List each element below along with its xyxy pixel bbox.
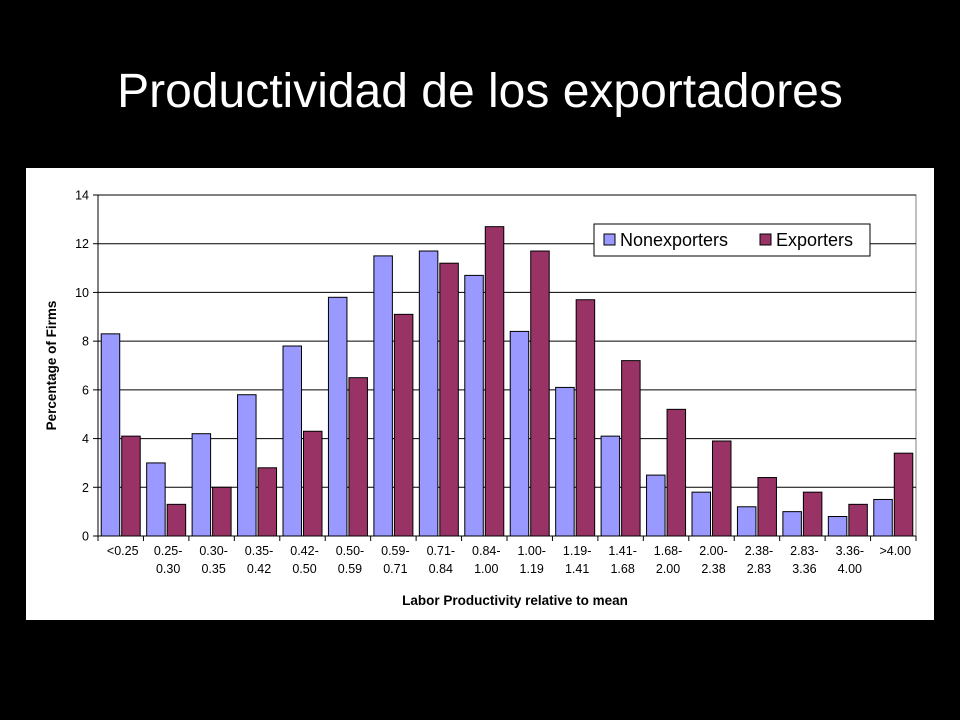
- chart-panel: 0 2 4 6 8 10 12 14 <0.25 0.25- 0.30 0.30- 0.35 0.35- 0…: [26, 168, 934, 620]
- x-tick-label: 4.00: [838, 562, 862, 576]
- bar-exporters: [621, 360, 641, 537]
- legend-swatch-exporters: [759, 233, 772, 246]
- x-tick-label: 0.50-: [336, 544, 365, 558]
- x-tick-label: 3.36-: [836, 544, 865, 558]
- legend: Nonexporters Exporters: [593, 223, 871, 257]
- bar-chart: 0 2 4 6 8 10 12 14 <0.25 0.25- 0.30 0.30- 0.35 0.35- 0…: [44, 189, 917, 608]
- slide-title: Productividad de los exportadores: [117, 65, 843, 118]
- tick-labels: 0 2 4 6 8 10 12 14 <0.25 0.25- 0.30 0.30- 0.35 0.35- 0…: [75, 189, 911, 577]
- bar-exporters: [257, 467, 278, 537]
- x-tick-label: 0.30: [156, 562, 180, 576]
- x-tick-label: >4.00: [879, 544, 911, 558]
- bar-exporters: [439, 262, 459, 537]
- bar-nonexporters: [873, 498, 893, 537]
- bar-exporters: [212, 486, 232, 537]
- bar-nonexporters: [827, 516, 848, 537]
- x-tick-label: 2.83: [747, 562, 771, 576]
- y-tick-label: 10: [75, 286, 89, 300]
- y-tick-label: 2: [82, 481, 89, 495]
- x-tick-label: 0.35-: [245, 544, 274, 558]
- bar-exporters: [712, 440, 732, 537]
- bar-exporters: [757, 477, 777, 537]
- bar-exporters: [393, 313, 414, 537]
- bar-nonexporters: [100, 333, 121, 537]
- y-tick-label: 12: [75, 237, 89, 251]
- x-tick-label: 0.59-: [381, 544, 410, 558]
- x-tick-label: 3.36: [792, 562, 816, 576]
- y-tick-label: 0: [82, 530, 89, 544]
- x-tick-label: 0.71-: [427, 544, 456, 558]
- x-tick-label: <0.25: [107, 544, 139, 558]
- x-tick-label: 1.00-: [517, 544, 546, 558]
- bar-nonexporters: [782, 511, 802, 537]
- bar-exporters: [530, 250, 550, 537]
- x-tick-label: 2.00-: [699, 544, 728, 558]
- bar-exporters: [666, 408, 687, 537]
- y-tick-label: 14: [75, 189, 89, 203]
- bar-exporters: [575, 299, 596, 537]
- legend-swatch-nonexporters: [603, 233, 616, 246]
- x-tick-label: 0.84: [429, 562, 453, 576]
- bar-nonexporters: [555, 386, 575, 537]
- bar-nonexporters: [736, 506, 757, 537]
- bar-exporters: [166, 503, 187, 537]
- x-tick-label: 0.84-: [472, 544, 501, 558]
- bar-nonexporters: [373, 255, 393, 537]
- bar-nonexporters: [327, 296, 348, 537]
- x-tick-label: 2.83-: [790, 544, 819, 558]
- y-axis-title: Percentage of Firms: [44, 301, 59, 431]
- axes: [93, 194, 917, 541]
- x-tick-label: 1.00: [474, 562, 498, 576]
- legend-label-exporters: Exporters: [776, 230, 853, 250]
- x-tick-label: 2.38: [701, 562, 725, 576]
- x-tick-label: 0.42: [247, 562, 271, 576]
- bar-exporters: [348, 377, 368, 537]
- bar-exporters: [802, 491, 823, 537]
- legend-label-nonexporters: Nonexporters: [620, 230, 728, 250]
- bar-nonexporters: [146, 462, 166, 537]
- x-tick-label: 2.00: [656, 562, 680, 576]
- bar-nonexporters: [237, 394, 257, 537]
- bar-exporters: [303, 430, 323, 537]
- bar-nonexporters: [282, 345, 302, 537]
- bar-exporters: [893, 452, 914, 537]
- bar-nonexporters: [509, 330, 530, 537]
- bar-nonexporters: [418, 250, 439, 537]
- bar-nonexporters: [464, 274, 484, 537]
- bar-nonexporters: [691, 491, 711, 537]
- x-tick-label: 1.68-: [654, 544, 683, 558]
- x-tick-label: 0.35: [201, 562, 225, 576]
- x-tick-label: 2.38-: [745, 544, 774, 558]
- x-tick-label: 1.41: [565, 562, 589, 576]
- bar-exporters: [121, 435, 141, 537]
- y-tick-label: 8: [82, 335, 89, 349]
- legend-box: [593, 223, 871, 257]
- x-tick-label: 0.30-: [199, 544, 228, 558]
- x-tick-label: 1.19-: [563, 544, 592, 558]
- bar-exporters: [484, 226, 505, 537]
- y-tick-label: 6: [82, 383, 89, 397]
- x-tick-label: 0.59: [338, 562, 362, 576]
- x-tick-label: 1.41-: [608, 544, 637, 558]
- bar-exporters: [848, 503, 868, 537]
- x-tick-label: 0.50: [292, 562, 316, 576]
- x-axis-title: Labor Productivity relative to mean: [402, 593, 628, 608]
- x-tick-label: 0.42-: [290, 544, 319, 558]
- bars: [100, 226, 914, 537]
- x-tick-label: 1.68: [610, 562, 634, 576]
- bar-nonexporters: [646, 474, 666, 537]
- x-tick-label: 1.19: [520, 562, 544, 576]
- y-tick-label: 4: [82, 432, 89, 446]
- x-tick-label: 0.71: [383, 562, 407, 576]
- bar-nonexporters: [191, 433, 212, 537]
- x-tick-label: 0.25-: [154, 544, 183, 558]
- bar-nonexporters: [600, 435, 621, 537]
